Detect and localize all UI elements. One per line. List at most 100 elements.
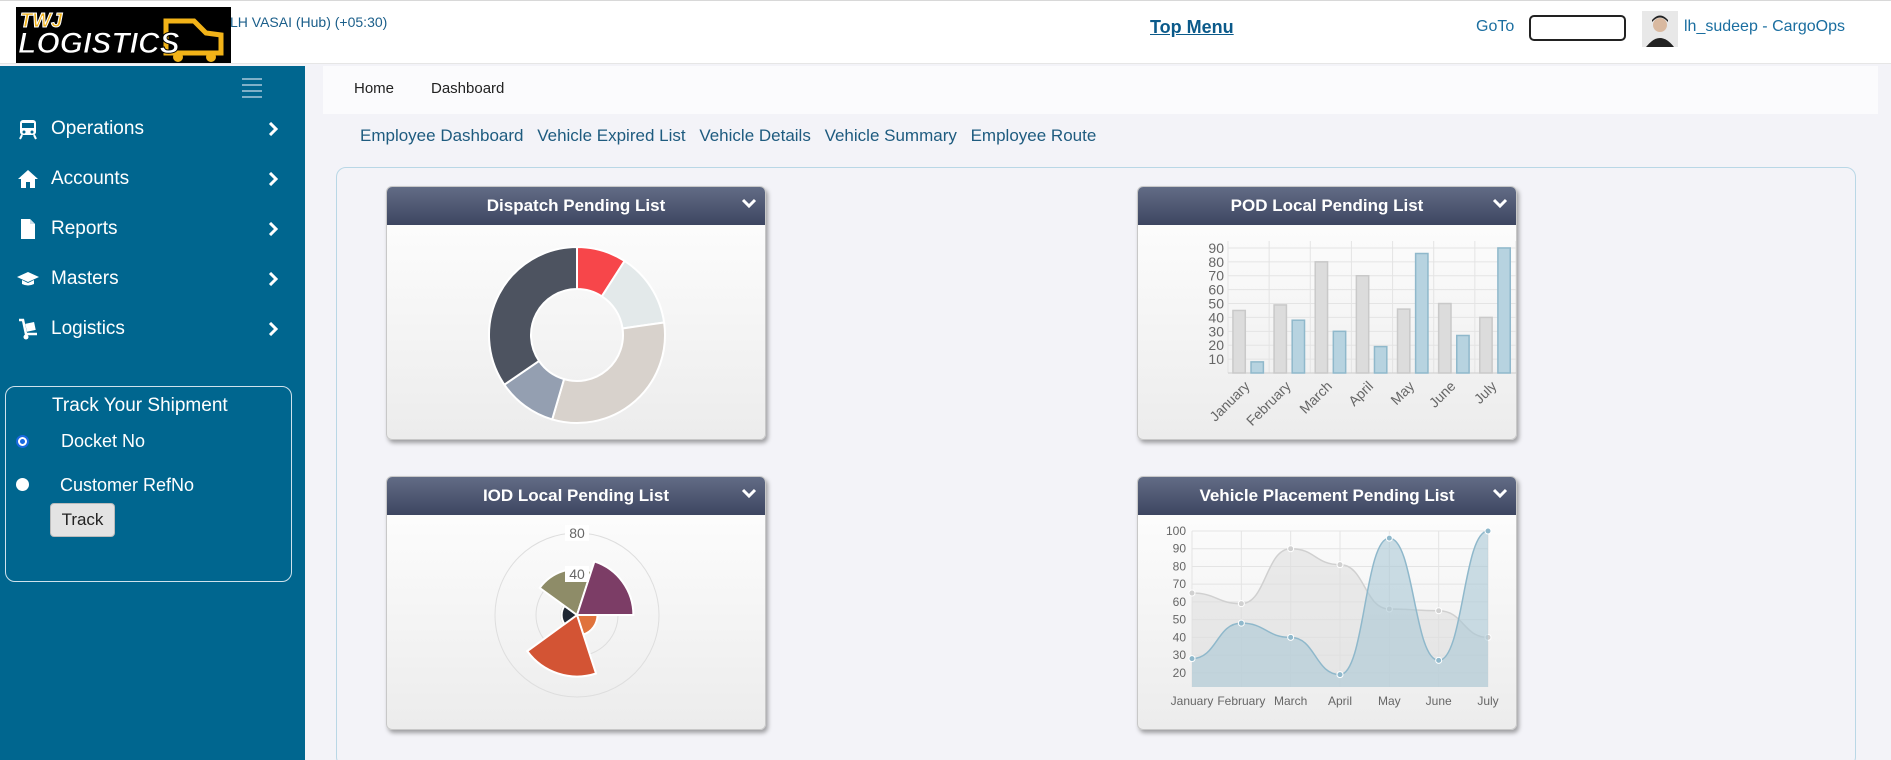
sidebar-item-label: Reports [51,218,118,239]
logo[interactable]: TWJ LOGISTICS [16,7,231,63]
track-shipment-panel: Track Your Shipment Docket No Customer R… [5,386,292,582]
dispatch-widget: Dispatch Pending List [386,186,766,440]
sidebar-item-label: Operations [51,118,144,139]
train-icon [19,120,37,140]
chevron-down-icon[interactable] [741,488,757,500]
y-tick-label: 60 [1208,282,1224,298]
user-menu[interactable]: lh_sudeep - CargoOps [1684,18,1845,35]
chevron-down-icon[interactable] [1492,198,1508,210]
widget-header: Dispatch Pending List [387,187,765,225]
x-tick-label: April [1345,378,1376,409]
top-menu-link[interactable]: Top Menu [1150,17,1234,37]
y-tick-label: 40 [1173,630,1187,644]
bar [1250,361,1265,374]
bar [1456,334,1470,374]
sidebar-item-masters[interactable]: Masters [0,260,305,300]
data-point [1336,561,1344,569]
dashboard-links: Employee Dashboard Vehicle Expired List … [360,126,1105,146]
customer-ref-label: Customer RefNo [60,475,195,495]
breadcrumb-current: Dashboard [431,80,505,97]
link-employee-route[interactable]: Employee Route [970,126,1097,145]
bar [1273,304,1288,374]
docket-radio[interactable] [16,435,29,448]
bar [1355,274,1370,374]
y-tick-label: 30 [1173,648,1187,662]
polar-segment [525,613,598,678]
y-tick-label: 80 [1208,254,1224,270]
hub-info: LH VASAI (Hub) (+05:30) [230,14,388,30]
customer-ref-radio[interactable] [16,478,29,491]
track-button[interactable]: Track [50,503,115,537]
x-tick-label: June [1426,378,1459,411]
y-tick-label: 70 [1208,268,1224,284]
bar [1373,345,1388,374]
data-point [1435,656,1443,664]
widget-header: Vehicle Placement Pending List [1138,477,1516,515]
data-point [1188,655,1196,663]
sidebar-item-logistics[interactable]: Logistics [0,310,305,350]
widget-title: IOD Local Pending List [482,486,670,505]
goto-label: GoTo [1476,18,1515,35]
link-vehicle-details[interactable]: Vehicle Details [699,126,811,145]
vehicle-widget: Vehicle Placement Pending List 20 30 40 50 6… [1137,476,1517,730]
sidebar-item-reports[interactable]: Reports [0,210,305,250]
link-vehicle-expired-list[interactable]: Vehicle Expired List [537,126,686,145]
data-point [1435,607,1443,615]
chevron-down-icon[interactable] [1492,488,1508,500]
bar [1414,252,1429,374]
polar-segment [575,560,635,616]
hamburger-icon[interactable] [242,78,262,102]
breadcrumb-home[interactable]: Home [354,80,395,97]
dolly-icon [19,318,37,340]
chevron-right-icon [268,272,278,286]
y-tick-label: 100 [1166,524,1186,538]
avatar[interactable] [1642,11,1678,47]
chevron-right-icon [268,122,278,136]
data-point [1287,545,1295,553]
svg-text:LOGISTICS: LOGISTICS [18,27,180,60]
dispatch-chart [488,245,666,424]
sidebar-item-accounts[interactable]: Accounts [0,160,305,200]
home-icon [18,170,38,188]
scale-label: 40 [569,566,585,582]
link-employee-dashboard[interactable]: Employee Dashboard [360,126,524,145]
x-tick-label: January [1171,694,1214,708]
series-line [1191,530,1489,676]
svg-text:TWJ: TWJ [20,10,63,32]
pie-slice [488,245,578,387]
area-fill [1192,531,1488,687]
header: TWJ LOGISTICS LH VASAI (Hub) (+05:30) To… [0,0,1891,64]
data-point [1385,534,1393,542]
scale-label-bg [565,525,589,541]
breadcrumb: Home Dashboard [323,66,1878,114]
track-title: Track Your Shipment [52,395,228,416]
file-icon [21,219,35,239]
bar [1497,247,1511,374]
bar [1291,319,1306,374]
chevron-right-icon [268,222,278,236]
data-point [1287,633,1295,641]
bar [1314,261,1329,374]
y-tick-label: 50 [1208,296,1224,312]
y-tick-label: 20 [1208,337,1224,353]
sidebar: Operations Accounts Reports Masters Logi… [0,66,305,760]
docket-label: Docket No [61,431,146,451]
vehicle-chart: 20 30 40 50 60 70 80 90 100 January February March A… [1166,524,1499,708]
bar [1332,330,1347,374]
link-vehicle-summary[interactable]: Vehicle Summary [824,126,957,145]
x-tick-label: June [1426,694,1452,708]
iod-widget: IOD Local Pending List 80 40 [386,476,766,730]
goto-input[interactable] [1529,15,1626,41]
data-point [1237,600,1245,608]
sidebar-item-operations[interactable]: Operations [0,110,305,150]
x-tick-label: March [1274,694,1307,708]
chevron-down-icon[interactable] [741,198,757,210]
sidebar-item-label: Masters [51,268,119,289]
x-tick-label: February [1243,378,1294,429]
widget-title: POD Local Pending List [1230,196,1424,215]
y-tick-label: 90 [1208,240,1224,256]
pie-slice [550,321,666,424]
x-tick-label: July [1477,694,1498,708]
widget-title: Vehicle Placement Pending List [1199,486,1455,505]
